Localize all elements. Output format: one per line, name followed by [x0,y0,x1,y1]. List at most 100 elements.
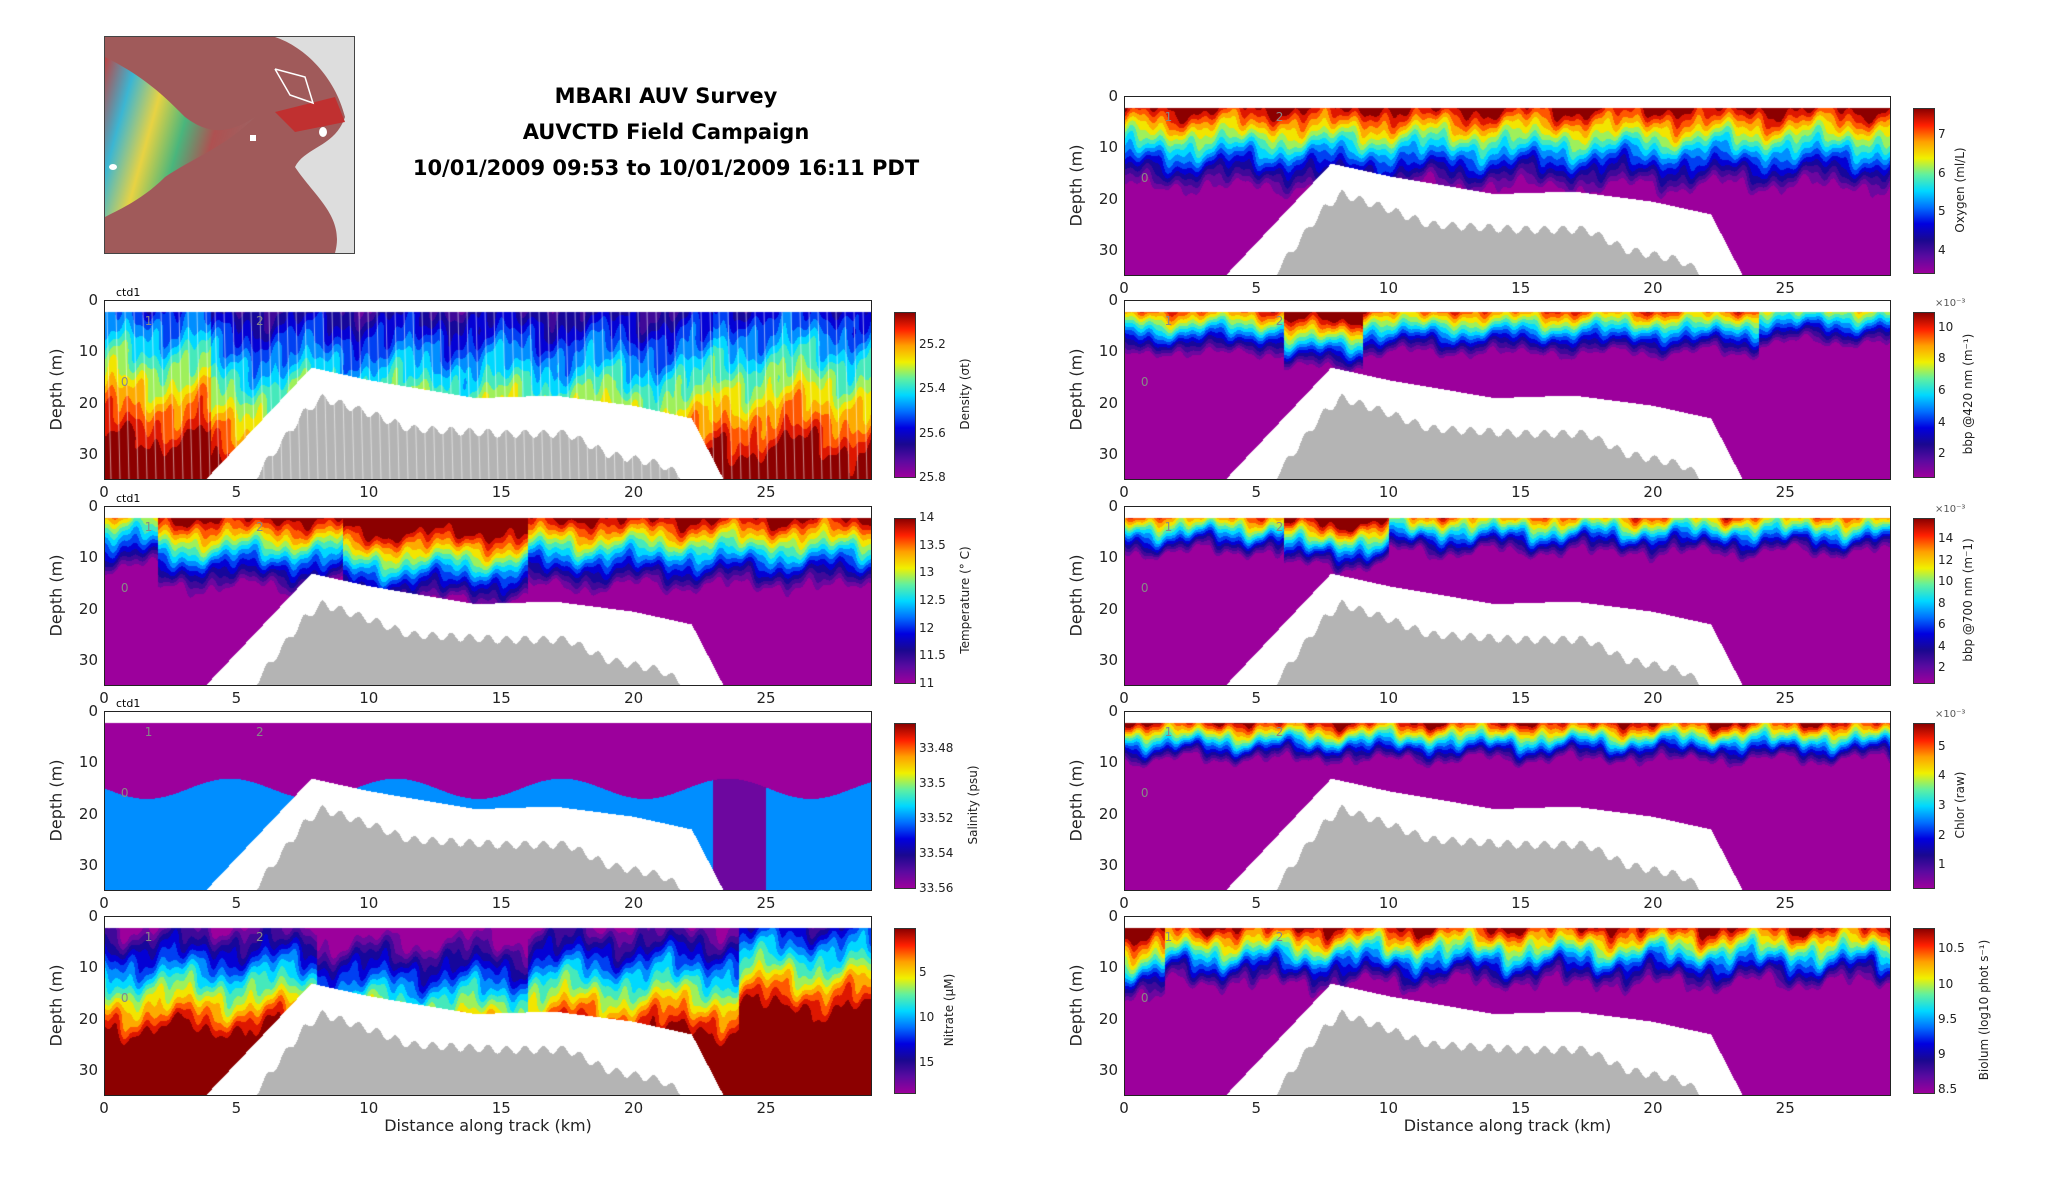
y-axis-label: Depth (m) [46,759,66,842]
track-marker-label: 2 [255,929,264,944]
x-tick-label: 5 [1251,483,1262,501]
x-axis-label: Distance along track (km) [1403,1116,1612,1135]
x-tick-label: 15 [491,894,511,912]
y-tick-label: 30 [1098,651,1118,670]
x-tick-label: 20 [624,689,644,707]
y-axis-label: Depth (m) [46,348,66,431]
x-tick-label: 10 [1378,483,1399,501]
y-tick-label: 20 [1098,189,1118,208]
colorbar-tick-label: 6 [1938,165,1946,180]
y-tick-label: 30 [78,445,98,464]
y-tick-label: 20 [1098,599,1118,618]
track-marker-label: 1 [1164,724,1173,739]
x-tick-label: 20 [624,483,644,501]
track-marker-label: 1 [1164,313,1173,328]
y-tick-label: 10 [1098,342,1118,361]
x-tick-label: 25 [1775,894,1795,912]
bbp700-heatmap [1125,507,1890,685]
nitrate-colorbar [894,928,916,1094]
y-tick-label: 0 [88,291,98,309]
y-tick-label: 30 [78,1061,98,1080]
temperature-section-plot: 1 2 0 [104,506,872,686]
y-tick-label: 30 [78,651,98,670]
colorbar-tick-label: 33.5 [919,776,946,791]
colorbar-tick-label: 10 [919,1009,935,1024]
colorbar-tick-label: 25.8 [919,470,946,484]
x-axis-label: Distance along track (km) [384,1116,592,1135]
x-tick-label: 5 [1251,1099,1262,1117]
x-tick-label: 10 [359,689,379,707]
track-marker-label: 0 [120,581,129,596]
x-tick-label: 5 [1251,894,1262,912]
y-tick-label: 20 [78,1009,98,1028]
track-marker-label: 1 [144,929,153,944]
colorbar-tick-label: 2 [1938,827,1946,842]
x-tick-label: 5 [1251,689,1262,707]
colorbar-tick-label: 14 [919,510,935,524]
y-tick-label: 20 [1098,393,1118,412]
track-marker-label: 0 [1140,786,1149,801]
track-marker-label: 2 [1275,109,1284,124]
track-marker-label: 1 [1164,109,1173,124]
x-tick-label: 25 [756,1099,776,1117]
x-tick-label: 15 [1511,279,1531,297]
chlor-section-plot: 1 2 0 [1124,711,1891,891]
colorbar-tick-label: 33.54 [919,846,954,861]
salinity-section-plot: 1 2 0 [104,711,872,891]
x-tick-label: 15 [1511,1099,1531,1117]
track-marker-label: 2 [1275,313,1284,328]
track-marker-label: 1 [1164,929,1173,944]
density-heatmap [105,301,871,479]
x-tick-label: 0 [99,894,109,912]
x-tick-label: 25 [1775,279,1795,297]
x-tick-label: 10 [1378,279,1399,297]
y-tick-label: 0 [1108,87,1118,105]
colorbar-tick-label: 25.4 [919,381,946,396]
colorbar-tick-label: 33.48 [919,741,954,756]
colorbar-exponent: ×10⁻³ [1935,298,1966,309]
salinity-colorbar [894,723,916,889]
nitrate-heatmap [105,917,871,1095]
track-marker-label: 0 [1140,171,1149,186]
y-tick-label: 30 [1098,856,1118,875]
x-tick-label: 15 [1511,689,1531,707]
y-tick-label: 0 [1108,702,1118,720]
survey-track [274,68,315,105]
x-tick-label: 20 [1643,894,1663,912]
colorbar-tick-label: 1 [1938,857,1946,872]
x-tick-label: 0 [99,1099,109,1117]
bbp420-colorbar [1913,312,1935,478]
colorbar-tick-label: 4 [1938,242,1946,257]
y-tick-label: 10 [1098,548,1118,567]
oxygen-heatmap [1125,97,1890,275]
bathymetry-map-image [105,37,354,253]
y-tick-label: 30 [1098,241,1118,260]
colorbar-exponent: ×10⁻³ [1935,709,1966,720]
y-tick-label: 0 [1108,907,1118,925]
colorbar-tick-label: 4 [1938,638,1946,653]
x-tick-label: 0 [1119,689,1129,707]
y-tick-label: 30 [1098,1061,1118,1080]
y-axis-label: Depth (m) [1066,554,1086,637]
track-marker-label: 0 [120,786,129,801]
track-marker-label: 1 [144,313,153,328]
x-tick-label: 25 [1775,1099,1795,1117]
y-tick-label: 30 [1098,445,1118,464]
colorbar-tick-label: 8 [1938,595,1946,610]
x-tick-label: 15 [1511,894,1531,912]
x-tick-label: 25 [1775,483,1795,501]
x-tick-label: 20 [1643,1099,1663,1117]
colorbar-tick-label: 4 [1938,768,1946,783]
y-axis-label: Depth (m) [1066,144,1086,227]
x-tick-label: 25 [756,894,776,912]
track-marker-label: 1 [1164,519,1173,534]
colorbar-tick-label: 14 [1938,531,1954,546]
x-tick-label: 0 [1119,279,1129,297]
figure-title-line3: 10/01/2009 09:53 to 10/01/2009 16:11 PDT [412,156,920,180]
colorbar-tick-label: 13 [919,565,935,580]
y-tick-label: 30 [78,856,98,875]
colorbar-tick-label: 5 [1938,204,1946,219]
y-tick-label: 0 [88,497,98,515]
colorbar-tick-label: 10.5 [1938,941,1965,956]
y-tick-label: 10 [78,753,98,772]
